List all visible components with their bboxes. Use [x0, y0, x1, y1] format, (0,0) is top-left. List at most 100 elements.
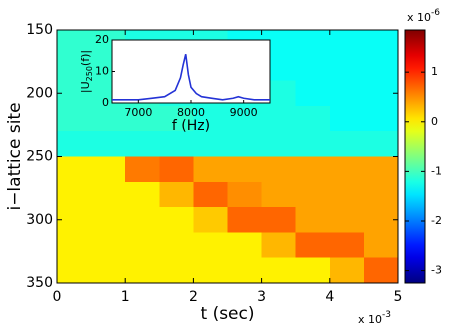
inset-x-tick-label: 7000 [124, 106, 152, 119]
heat-cell [227, 207, 263, 233]
multiplier-exponent: -3 [382, 310, 391, 320]
x-tick-label: 1 [121, 289, 130, 305]
y-axis-label: i−lattice site [5, 102, 25, 210]
heat-cell [57, 105, 92, 132]
heat-cell [57, 30, 92, 56]
colorbar-tick-label: -2 [431, 214, 442, 227]
y-tick-label: 150 [26, 22, 53, 38]
heat-cell [295, 181, 331, 208]
y-tick-label: 200 [26, 85, 53, 101]
heat-cell [125, 207, 160, 233]
heat-cell [227, 105, 263, 132]
heat-cell [125, 105, 160, 132]
heat-cell [295, 257, 331, 284]
heat-cell [295, 131, 331, 157]
heat-cell [159, 257, 194, 284]
inset-y-tick-label: 0 [102, 96, 109, 109]
heat-cell [57, 156, 92, 183]
inset-x-tick-label: 8000 [177, 106, 205, 119]
multiplier-exponent: -6 [431, 8, 440, 18]
heat-cell [329, 156, 365, 183]
inset-y-label-tail: (f)| [79, 50, 92, 66]
inset-y-label: |U250(f)| [79, 50, 94, 93]
heat-cell [363, 232, 399, 259]
heat-cell [261, 232, 297, 259]
x-tick-label: 2 [189, 289, 198, 305]
heat-cell [261, 156, 297, 183]
heat-cell [295, 30, 331, 56]
inset-x-label: f (Hz) [172, 118, 210, 134]
heat-cell [193, 105, 228, 132]
heat-cell [363, 181, 399, 208]
heat-cell [363, 156, 399, 183]
heat-cell [159, 207, 194, 233]
heat-cell [329, 105, 365, 132]
colorbar-tick-label: 0 [431, 115, 438, 128]
heat-cell [125, 156, 160, 183]
heat-cell [193, 156, 228, 183]
heat-cell [91, 232, 126, 259]
inset-x-tick-label: 9000 [230, 106, 258, 119]
colorbar-tick-label: -3 [431, 264, 442, 277]
heat-cell [261, 257, 297, 284]
inset-y-tick-label: 20 [95, 33, 109, 46]
y-tick-label: 350 [26, 275, 53, 291]
heat-cell [329, 131, 365, 157]
heat-cell [329, 181, 365, 208]
inset-line [112, 53, 270, 101]
heat-cell [159, 232, 194, 259]
heat-cell [261, 131, 297, 157]
heat-cell [125, 232, 160, 259]
heat-cell [227, 181, 263, 208]
x-tick-label: 3 [257, 289, 266, 305]
heat-cell [363, 55, 399, 82]
inset-y-tick-label: 10 [95, 65, 109, 78]
x-tick-label: 4 [325, 289, 334, 305]
heat-cell [193, 257, 228, 284]
heat-cell [57, 55, 92, 82]
heat-cell [227, 257, 263, 284]
heat-cell [261, 105, 297, 132]
heat-cell [159, 131, 194, 157]
heat-cell [363, 105, 399, 132]
heat-cell [91, 257, 126, 284]
heat-cell [363, 257, 399, 284]
heat-cell [227, 232, 263, 259]
heat-cell [91, 207, 126, 233]
heat-cell [329, 55, 365, 82]
heat-cell [329, 80, 365, 107]
heat-cell [91, 156, 126, 183]
heat-cell [159, 181, 194, 208]
heat-cell [91, 105, 126, 132]
x-tick-label: 0 [53, 289, 62, 305]
heat-cell [57, 80, 92, 107]
heat-cell [193, 232, 228, 259]
heat-cell [57, 257, 92, 284]
heat-cell [295, 80, 331, 107]
heat-cell [91, 181, 126, 208]
heat-cell [227, 131, 263, 157]
heat-cell [261, 207, 297, 233]
inset-background [111, 39, 271, 104]
heat-cell [193, 207, 228, 233]
heat-cell [295, 156, 331, 183]
y-tick-label: 250 [26, 149, 53, 165]
heat-cell [159, 156, 194, 183]
heat-cell [329, 30, 365, 56]
multiplier-base: x 10 [407, 11, 431, 24]
heat-cell [125, 181, 160, 208]
heat-cell [363, 131, 399, 157]
heat-cell [57, 232, 92, 259]
x-axis-label: t (sec) [201, 304, 255, 324]
heat-cell [295, 55, 331, 82]
heat-cell [57, 131, 92, 157]
heat-cell [363, 207, 399, 233]
heat-cell [261, 181, 297, 208]
heat-cell [193, 181, 228, 208]
y-tick-label: 300 [26, 212, 53, 228]
heat-cell [193, 131, 228, 157]
multiplier-base: x 10 [358, 313, 382, 326]
heat-cell [363, 80, 399, 107]
